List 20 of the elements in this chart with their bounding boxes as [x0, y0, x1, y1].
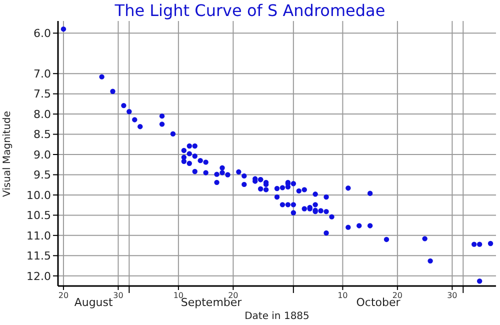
x-tick-label: 20	[58, 291, 69, 300]
x-tick-label: 30	[113, 291, 124, 300]
x-axis-title: Date in 1885	[244, 311, 310, 323]
x-tick-label: 10	[338, 291, 348, 300]
y-tick-label: 9.0	[34, 148, 51, 162]
y-tick-label: 8.5	[34, 128, 51, 142]
y-tick-label: 11.5	[26, 250, 51, 263]
y-tick-label: 9.5	[34, 168, 51, 182]
y-axis-title: Visual Magnitude	[2, 110, 14, 200]
text: August	[74, 296, 113, 309]
x-tick-label: 30	[447, 291, 458, 300]
y-tick-label: 6.0	[34, 27, 51, 40]
chart-title: The Light Curve of S Andromedae	[114, 0, 386, 22]
y-tick-label: 8.0	[34, 108, 51, 121]
y-tick-label: 11.0	[26, 229, 51, 242]
y-tick-label: 12.0	[26, 270, 51, 283]
y-tick-label: 7.5	[34, 88, 51, 101]
y-tick-label: 7.0	[34, 68, 51, 80]
y-tick-label: 10.0	[26, 188, 51, 202]
y-tick-label: 10.5	[26, 209, 51, 222]
